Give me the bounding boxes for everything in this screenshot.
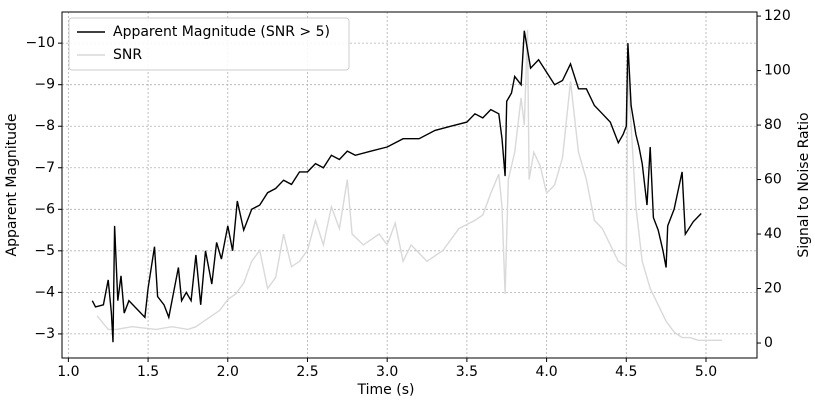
y-tick-label: −7 — [34, 160, 55, 176]
y-tick-label: −10 — [25, 35, 55, 51]
y2-tick-label: 0 — [764, 335, 773, 351]
legend-label: SNR — [113, 47, 142, 63]
y-tick-label: −5 — [34, 243, 55, 259]
y-tick-label: −6 — [34, 201, 55, 217]
x-tick-label: 1.0 — [57, 364, 79, 380]
y2-tick-label: 80 — [764, 117, 782, 133]
series-line — [96, 29, 722, 341]
legend-box — [68, 17, 350, 71]
series-line — [91, 30, 702, 343]
x-tick-label: 3.5 — [456, 364, 478, 380]
y2-tick-label: 20 — [764, 281, 782, 297]
y-axis-label: Apparent Magnitude — [4, 114, 20, 257]
y2-axis-label: Signal to Noise Ratio — [796, 112, 812, 257]
legend-label: Apparent Magnitude (SNR > 5) — [113, 24, 330, 40]
y2-tick-label: 100 — [764, 63, 791, 79]
y-tick-label: −8 — [34, 118, 55, 134]
y2-tick-label: 60 — [764, 172, 782, 188]
y-tick-label: −4 — [34, 284, 55, 300]
x-axis-label: Time (s) — [357, 382, 415, 398]
x-tick-label: 4.0 — [535, 364, 557, 380]
plot-frame — [61, 11, 758, 359]
x-tick-label: 2.5 — [296, 364, 318, 380]
x-tick-label: 2.0 — [217, 364, 239, 380]
x-tick-label: 4.5 — [615, 364, 637, 380]
x-tick-label: 1.5 — [137, 364, 159, 380]
y-tick-label: −9 — [34, 77, 55, 93]
legend: Apparent Magnitude (SNR > 5) SNR — [68, 17, 350, 71]
y2-tick-label: 120 — [764, 8, 791, 24]
x-tick-label: 5.0 — [695, 364, 717, 380]
x-tick-label: 3.0 — [376, 364, 398, 380]
y2-tick-label: 40 — [764, 226, 782, 242]
y-tick-label: −3 — [34, 326, 55, 342]
